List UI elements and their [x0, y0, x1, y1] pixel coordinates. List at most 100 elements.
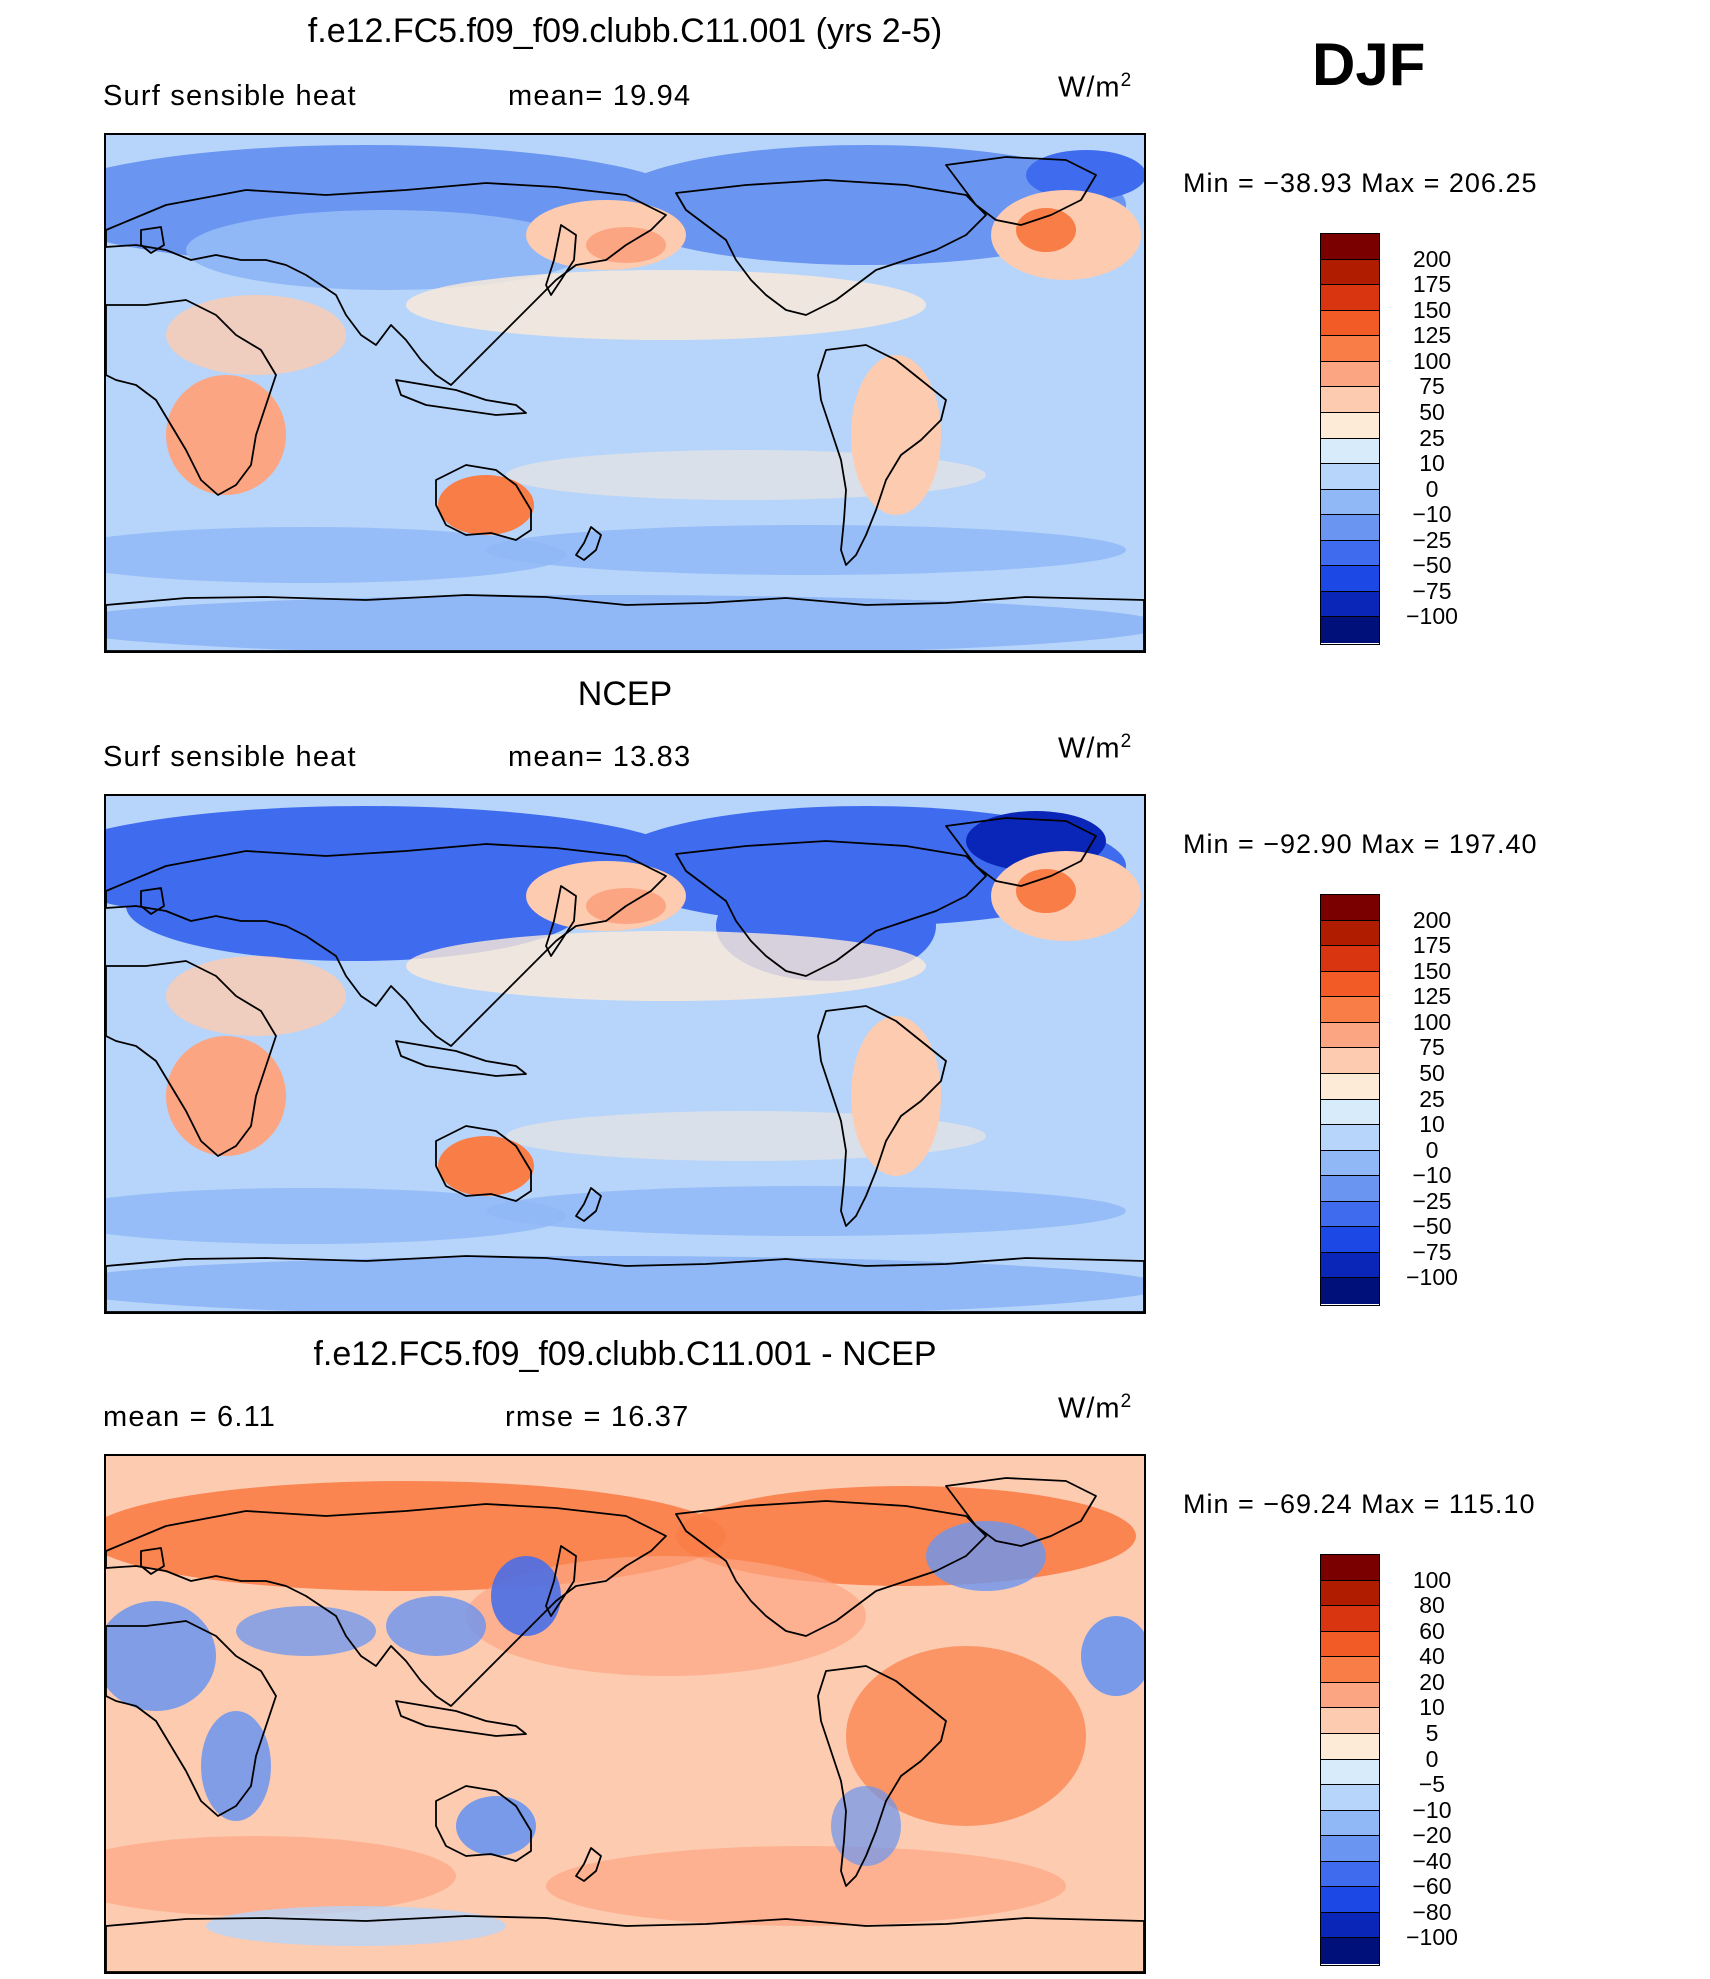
colorbar — [1320, 233, 1380, 645]
colorbar-tick-label: 0 — [1425, 1745, 1439, 1772]
colorbar-tick-label: −10 — [1412, 1796, 1452, 1823]
units-label: W/m2 — [1058, 731, 1133, 765]
colorbar-tick-label: 125 — [1412, 983, 1452, 1010]
units-label: W/m2 — [1058, 1391, 1133, 1425]
colorbar-labels: 200 175 150 125 100 75 50 25 10 0 −10 −25 −50 −75 −100 — [1392, 233, 1512, 645]
colorbar-tick-label: −100 — [1406, 1924, 1458, 1951]
coastline-namerica — [675, 179, 987, 316]
colorbar-tick-label: 100 — [1412, 1008, 1452, 1035]
colorbar-tick-label: 175 — [1412, 932, 1452, 959]
coastline-namerica — [675, 1500, 987, 1637]
coastline-africa — [106, 960, 277, 1157]
colorbar-swatch — [1321, 1631, 1379, 1658]
coastline-japan — [545, 224, 577, 296]
colorbar-swatch — [1321, 1073, 1379, 1100]
min-max-label: Min = −92.90 Max = 197.40 — [1183, 829, 1538, 859]
coastline-samerica — [817, 1005, 947, 1227]
colorbar-tick-label: −50 — [1412, 552, 1452, 579]
colorbar-swatch — [1321, 1810, 1379, 1837]
colorbar-swatch — [1321, 1836, 1379, 1862]
colorbar-tick-label: 0 — [1425, 1136, 1439, 1163]
colorbar-swatch — [1321, 1150, 1379, 1177]
coastline-namerica — [675, 840, 987, 977]
colorbar-tick-label: 10 — [1419, 1111, 1445, 1138]
coastline-uk — [140, 887, 165, 915]
coastline-samerica — [817, 1665, 947, 1887]
colorbar-swatch — [1321, 540, 1379, 567]
colorbar-tick-label: 175 — [1412, 271, 1452, 298]
colorbar-tick-label: −10 — [1412, 501, 1452, 528]
colorbar-swatch — [1321, 336, 1379, 362]
colorbar-swatch — [1321, 387, 1379, 413]
colorbar-swatch — [1321, 1759, 1379, 1786]
variable-label: Surf sensible heat — [103, 80, 357, 112]
coastline-uk — [140, 1547, 165, 1575]
coastline-samerica — [817, 344, 947, 566]
contour-map — [106, 135, 1144, 651]
coastline-uk — [140, 226, 165, 254]
coastline-japan — [545, 885, 577, 957]
colorbar-tick-label: 20 — [1419, 1668, 1445, 1695]
colorbar-swatch — [1321, 1555, 1379, 1581]
colorbar-swatch — [1321, 438, 1379, 465]
colorbar-tick-label: 25 — [1419, 1085, 1445, 1112]
coastline-australia — [435, 1785, 532, 1862]
colorbar-tick-label: 50 — [1419, 1059, 1445, 1086]
colorbar-swatch — [1321, 310, 1379, 337]
colorbar-swatch — [1321, 1252, 1379, 1279]
colorbar-swatch — [1321, 1048, 1379, 1074]
colorbar-swatch — [1321, 566, 1379, 592]
coastline-japan — [545, 1545, 577, 1617]
colorbar-swatch — [1321, 1176, 1379, 1202]
colorbar-tick-label: −75 — [1412, 1238, 1452, 1265]
coastline-australia — [435, 464, 532, 541]
colorbar-swatch — [1321, 1861, 1379, 1888]
coastline-eurasia — [106, 182, 667, 386]
colorbar-swatch — [1321, 1580, 1379, 1607]
contour-map — [106, 796, 1144, 1312]
colorbar-swatch — [1321, 285, 1379, 311]
colorbar-tick-label: −100 — [1406, 603, 1458, 630]
colorbar-tick-label: −80 — [1412, 1898, 1452, 1925]
colorbar-swatch — [1321, 1606, 1379, 1632]
colorbar-swatch — [1321, 997, 1379, 1023]
colorbar-tick-label: 0 — [1425, 475, 1439, 502]
coastline-greenland — [945, 817, 1097, 887]
colorbar-tick-label: 100 — [1412, 1566, 1452, 1593]
colorbar-tick-label: 75 — [1419, 373, 1445, 400]
colorbar-tick-label: −25 — [1412, 526, 1452, 553]
min-max-label: Min = −38.93 Max = 206.25 — [1183, 168, 1538, 198]
coastline-africa — [106, 299, 277, 496]
colorbar — [1320, 894, 1380, 1306]
coastline-maritime — [395, 1700, 527, 1737]
colorbar-swatch — [1321, 1785, 1379, 1811]
colorbar-swatch — [1321, 234, 1379, 260]
colorbar-tick-label: −20 — [1412, 1822, 1452, 1849]
colorbar-swatch — [1321, 1733, 1379, 1760]
colorbar-tick-label: −75 — [1412, 577, 1452, 604]
colorbar-swatch — [1321, 591, 1379, 618]
colorbar-swatch — [1321, 1099, 1379, 1126]
colorbar-swatch — [1321, 1708, 1379, 1734]
colorbar-swatch — [1321, 617, 1379, 643]
variable-label: Surf sensible heat — [103, 741, 357, 773]
min-max-label: Min = −69.24 Max = 115.10 — [1183, 1489, 1536, 1519]
colorbar-swatch — [1321, 1938, 1379, 1964]
panel-title: NCEP — [577, 675, 673, 713]
map-obs — [104, 794, 1146, 1314]
rmse-label: rmse = 16.37 — [505, 1401, 690, 1433]
colorbar-labels: 100 80 60 40 20 10 5 0 −5 −10 −20 −40 −60 −80 −100 — [1392, 1554, 1512, 1966]
colorbar-swatch — [1321, 464, 1379, 490]
colorbar-swatch — [1321, 489, 1379, 516]
colorbar-swatch — [1321, 1125, 1379, 1151]
colorbar-tick-label: −25 — [1412, 1187, 1452, 1214]
colorbar-tick-label: 50 — [1419, 398, 1445, 425]
colorbar — [1320, 1554, 1380, 1966]
contour-map — [106, 1456, 1144, 1972]
panel-title: f.e12.FC5.f09_f09.clubb.C11.001 - NCEP — [313, 1335, 937, 1373]
coastline-eurasia — [106, 1503, 667, 1707]
colorbar-labels: 200 175 150 125 100 75 50 25 10 0 −10 −25 −50 −75 −100 — [1392, 894, 1512, 1306]
coastline-eurasia — [106, 843, 667, 1047]
colorbar-swatch — [1321, 412, 1379, 439]
coastline-maritime — [395, 1040, 527, 1077]
